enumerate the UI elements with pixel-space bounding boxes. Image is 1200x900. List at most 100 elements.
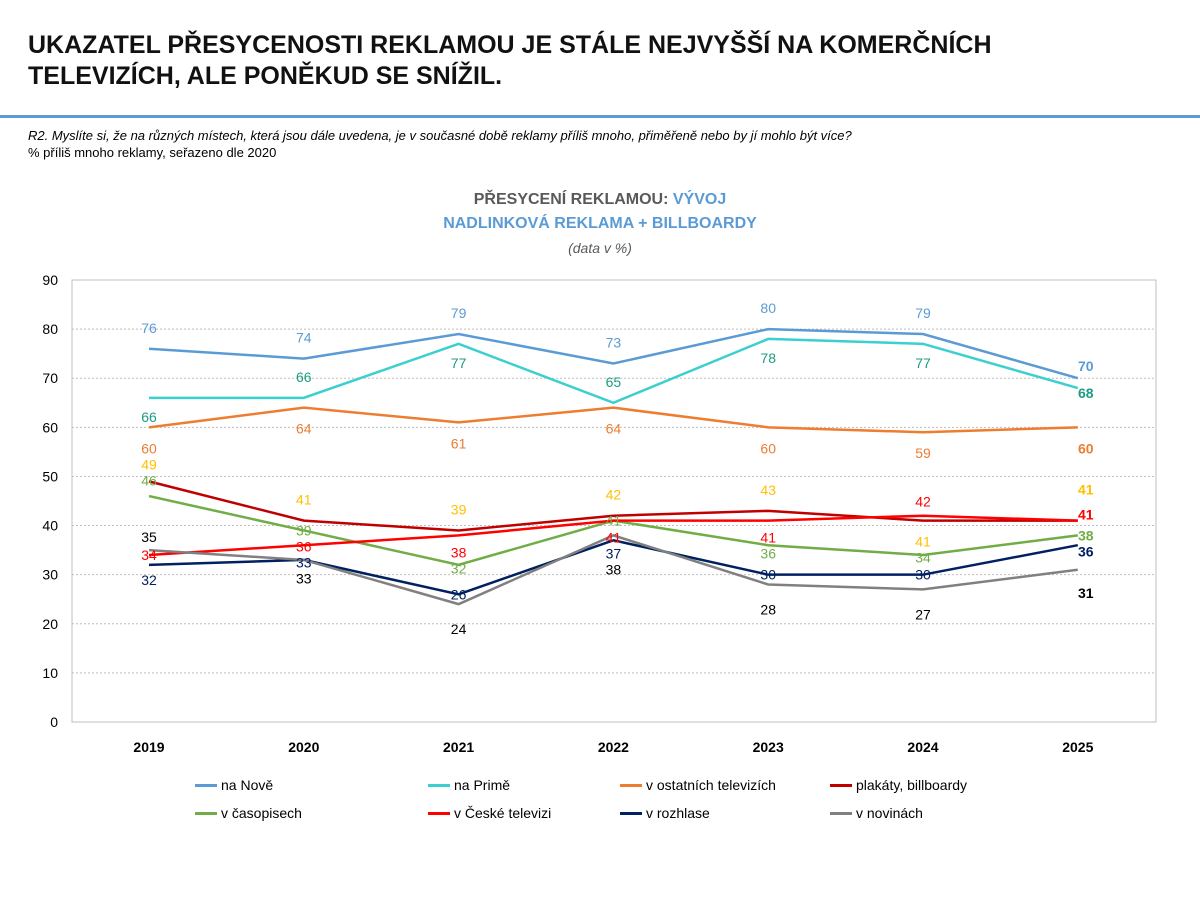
legend-swatch — [428, 783, 450, 787]
data-label: 38 — [1078, 527, 1094, 543]
data-label: 46 — [141, 472, 157, 488]
x-tick-label: 2024 — [907, 739, 938, 755]
data-label: 80 — [760, 300, 776, 316]
data-label: 70 — [1078, 358, 1094, 374]
legend-swatch — [195, 783, 217, 787]
chart-title-part1: PŘESYCENÍ REKLAMOU: — [473, 191, 673, 208]
data-label: 24 — [451, 621, 467, 637]
data-label: 26 — [451, 586, 467, 602]
data-label: 30 — [760, 567, 776, 583]
data-label: 39 — [296, 522, 312, 538]
data-label: 60 — [141, 440, 157, 456]
legend-swatch — [620, 811, 642, 815]
series-line-1 — [149, 337, 1079, 405]
legend-item: v rozhlase — [620, 805, 710, 821]
legend-item: na Nově — [195, 777, 273, 793]
x-tick-label: 2025 — [1062, 739, 1093, 755]
data-label: 41 — [915, 534, 931, 550]
legend-item: v novinách — [830, 805, 923, 821]
chart-note: (data v %) — [568, 240, 632, 256]
legend-swatch — [830, 783, 852, 787]
legend-label: na Primě — [454, 777, 511, 793]
data-label: 28 — [760, 601, 776, 617]
y-tick-label: 50 — [42, 468, 58, 484]
x-tick-label: 2023 — [753, 739, 784, 755]
y-tick-label: 10 — [42, 665, 58, 681]
data-label: 41 — [606, 530, 622, 546]
data-label: 77 — [915, 355, 931, 371]
data-label: 32 — [141, 572, 157, 588]
data-label: 33 — [296, 554, 312, 570]
legend-label: v České televizi — [454, 805, 552, 821]
legend-label: plakáty, billboardy — [856, 777, 968, 793]
data-label: 41 — [296, 492, 312, 508]
series-line-2 — [148, 406, 1078, 434]
divider — [0, 115, 1200, 118]
data-label: 30 — [915, 567, 931, 583]
data-label: 37 — [606, 546, 622, 562]
x-tick-label: 2019 — [133, 739, 164, 755]
y-tick-label: 40 — [42, 518, 58, 534]
legend-label: v časopisech — [221, 805, 302, 821]
data-label: 36 — [296, 538, 312, 554]
legend-item: v České televizi — [428, 805, 551, 821]
legend-item: v ostatních televizích — [620, 777, 776, 793]
page-title: UKAZATEL PŘESYCENOSTI REKLAMOU JE STÁLE … — [28, 31, 992, 90]
chart-title: PŘESYCENÍ REKLAMOU: VÝVOJ — [0, 191, 1200, 209]
legend-item: na Primě — [428, 777, 510, 793]
data-label: 34 — [915, 550, 931, 566]
data-label: 74 — [296, 330, 312, 346]
legend-swatch — [830, 811, 852, 815]
x-tick-label: 2022 — [598, 739, 629, 755]
data-label: 65 — [606, 374, 622, 390]
y-tick-label: 90 — [42, 272, 58, 288]
data-label: 34 — [141, 547, 157, 563]
y-tick-label: 60 — [42, 419, 58, 435]
series-line-7 — [148, 534, 1078, 606]
legend-label: v ostatních televizích — [646, 777, 776, 793]
data-label: 41 — [606, 513, 622, 529]
data-label: 66 — [296, 369, 312, 385]
data-label: 42 — [915, 494, 931, 510]
data-label: 64 — [296, 421, 312, 437]
data-label: 64 — [606, 421, 622, 437]
legend-swatch — [428, 811, 450, 815]
data-label: 60 — [760, 440, 776, 456]
legend-label: na Nově — [221, 777, 274, 793]
data-label: 33 — [296, 570, 312, 586]
data-label: 41 — [1078, 507, 1094, 523]
data-label: 61 — [451, 435, 467, 451]
data-label: 76 — [141, 320, 157, 336]
subtitle: % příliš mnoho reklamy, seřazeno dle 202… — [28, 145, 277, 160]
data-label: 39 — [451, 501, 467, 517]
question-text: R2. Myslíte si, že na různých místech, k… — [28, 128, 852, 143]
series-line-0 — [148, 327, 1079, 380]
y-tick-label: 20 — [42, 616, 58, 632]
legend-swatch — [195, 811, 217, 815]
data-label: 78 — [760, 350, 776, 366]
legend-swatch — [620, 783, 642, 787]
data-label: 73 — [606, 334, 622, 350]
data-label: 27 — [915, 606, 931, 622]
data-label: 41 — [1078, 482, 1094, 498]
data-label: 60 — [1078, 440, 1094, 456]
data-label: 41 — [760, 530, 776, 546]
data-label: 79 — [915, 305, 931, 321]
data-label: 36 — [1078, 543, 1094, 559]
data-label: 42 — [606, 487, 622, 503]
y-tick-label: 0 — [50, 714, 58, 730]
data-label: 31 — [1078, 585, 1094, 601]
legend-item: plakáty, billboardy — [830, 777, 967, 793]
legend-label: v novinách — [856, 805, 923, 821]
x-tick-label: 2021 — [443, 739, 474, 755]
y-tick-label: 30 — [42, 567, 58, 583]
legend-label: v rozhlase — [646, 805, 710, 821]
data-label: 79 — [451, 305, 467, 321]
data-label: 36 — [760, 546, 776, 562]
x-tick-label: 2020 — [288, 739, 319, 755]
y-tick-label: 70 — [42, 370, 58, 386]
data-label: 66 — [141, 409, 157, 425]
data-label: 38 — [451, 544, 467, 560]
data-label: 59 — [915, 445, 931, 461]
